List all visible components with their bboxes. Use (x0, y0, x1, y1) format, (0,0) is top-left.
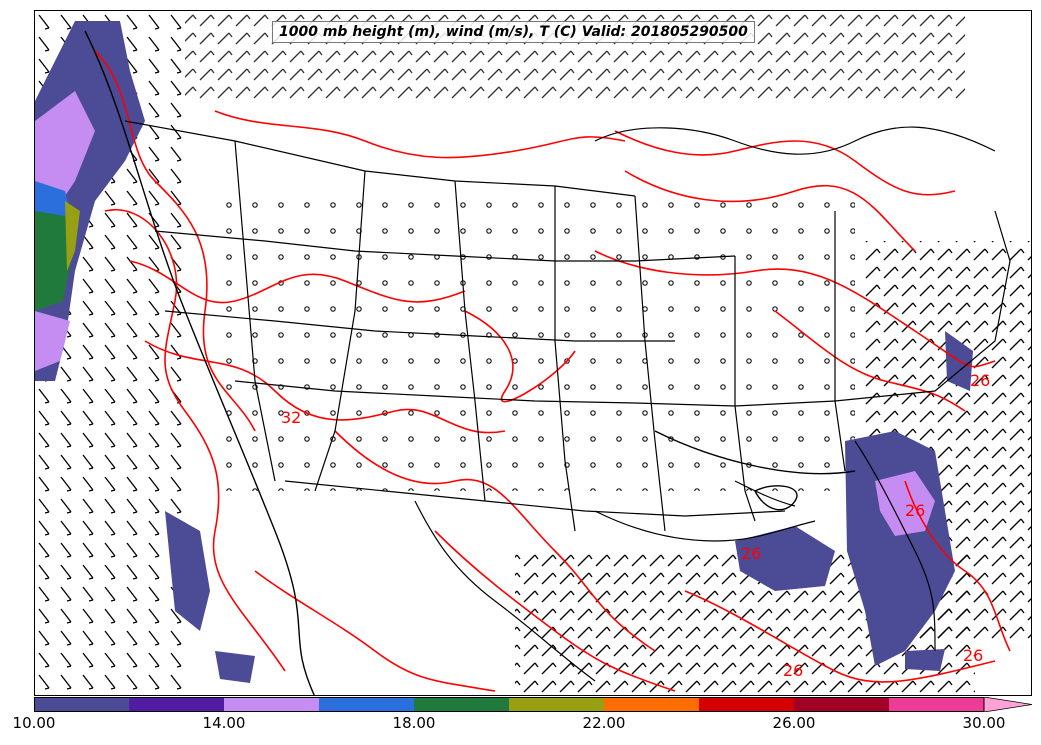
state-borders (124, 120, 1011, 682)
map-panel: 32 26 26 26 26 26 (34, 10, 1032, 696)
colorbar-bin-9 (889, 697, 985, 712)
colorbar-bin-2 (224, 697, 320, 712)
contour-label-0: 32 (281, 408, 301, 427)
colorbar-outline (34, 697, 985, 712)
map-title: 1000 mb height (m), wind (m/s), T (C) Va… (272, 21, 755, 43)
colorbar-bin-3 (319, 697, 415, 712)
contour-label-2: 26 (783, 661, 803, 680)
contour-label-3: 26 (905, 501, 925, 520)
temperature-contours (94, 50, 1011, 692)
colorbar-bin-0 (34, 697, 130, 712)
map-canvas: 32 26 26 26 26 26 (35, 11, 1031, 695)
contour-label-4: 26 (970, 371, 990, 390)
colorbar-tick-labels: 10.00 14.00 18.00 22.00 26.00 30.00 (0, 714, 1041, 738)
contour-label-1: 26 (963, 646, 983, 665)
colorbar-bin-5 (509, 697, 605, 712)
colorbar-bin-4 (414, 697, 510, 712)
contour-labels: 32 26 26 26 26 26 (281, 371, 990, 680)
colorbar-tick-label-2: 18.00 (392, 714, 436, 732)
colorbar-bin-1 (129, 697, 225, 712)
calm-wind-circles (215, 191, 855, 491)
colorbar-tick-label-5: 30.00 (962, 714, 1006, 732)
height-contours (84, 30, 856, 695)
colorbar-tick-label-0: 10.00 (12, 714, 56, 732)
colorbar-extend-triangle (983, 697, 1032, 712)
colorbar-bin-7 (699, 697, 795, 712)
colorbar-bin-8 (794, 697, 890, 712)
contour-label-5: 26 (741, 544, 761, 563)
colorbar-tick-label-4: 26.00 (772, 714, 816, 732)
colorbar-bin-6 (604, 697, 700, 712)
colorbar (34, 697, 1032, 712)
colorbar-tick-label-3: 22.00 (582, 714, 626, 732)
colorbar-tick-label-1: 14.00 (202, 714, 246, 732)
